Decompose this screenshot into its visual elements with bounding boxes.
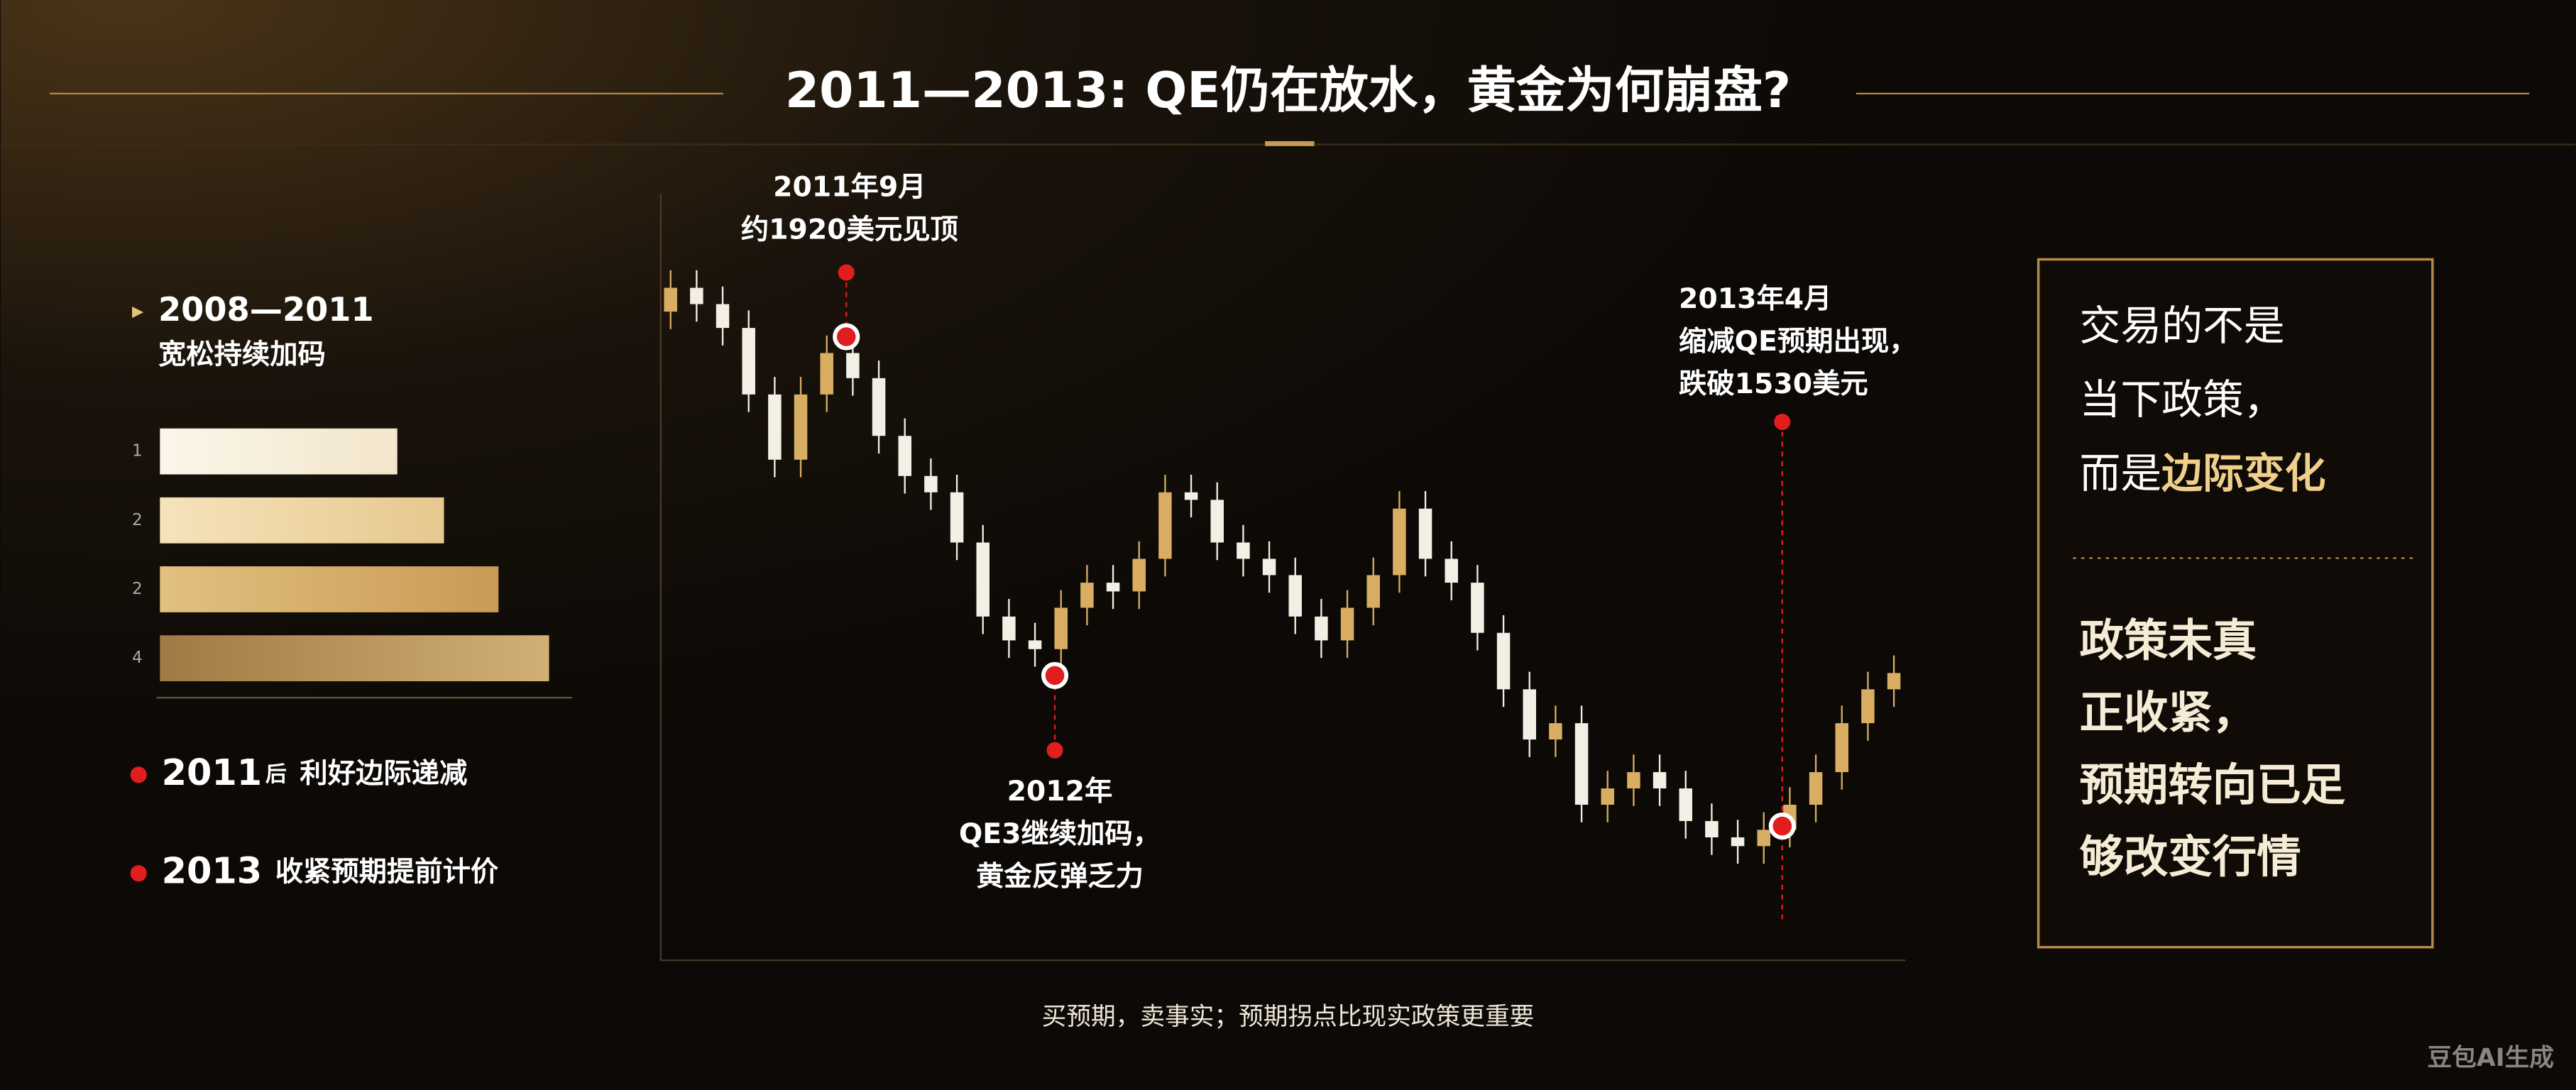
annotation-text: QE3继续加码， bbox=[959, 818, 1161, 850]
candle-body bbox=[950, 492, 964, 543]
box-text-plain: 而是 bbox=[2079, 449, 2161, 497]
bullet-dot bbox=[130, 865, 147, 882]
candle-body bbox=[664, 287, 677, 312]
candle-body bbox=[1757, 830, 1771, 847]
bullet-suffix: 后 bbox=[265, 761, 287, 786]
annotation-text: 黄金反弹乏力 bbox=[976, 860, 1144, 893]
candle-body bbox=[1887, 673, 1901, 690]
heading-arrow: ▸ bbox=[132, 297, 144, 324]
annotation-marker bbox=[1041, 661, 1069, 689]
bar bbox=[160, 497, 444, 544]
annotation-text: 约1920美元见顶 bbox=[741, 214, 958, 246]
candle-body bbox=[690, 287, 703, 304]
bar-label: 2 bbox=[132, 511, 143, 529]
candle-body bbox=[1601, 788, 1615, 805]
bullet-label: 利好边际递减 bbox=[300, 757, 467, 789]
annotation-text: 缩减QE预期出现， bbox=[1679, 326, 1917, 358]
candle-body bbox=[846, 353, 860, 378]
candle-body bbox=[872, 378, 886, 436]
candle-body bbox=[898, 436, 911, 476]
caption: 买预期，卖事实；预期拐点比现实政策更重要 bbox=[1042, 1003, 1535, 1031]
box-emphasis: 政策未真 bbox=[2079, 615, 2257, 666]
candle-body bbox=[1184, 492, 1198, 500]
candle-body bbox=[1574, 723, 1589, 805]
candle-body bbox=[1340, 607, 1354, 641]
candle-body bbox=[1731, 837, 1745, 847]
annotation-text: 2011年9月 bbox=[773, 172, 926, 204]
annotation-marker bbox=[1768, 812, 1796, 840]
left-subheading: 宽松持续加码 bbox=[158, 338, 326, 370]
bar bbox=[160, 566, 499, 612]
candle-body bbox=[1106, 583, 1120, 592]
candle-body bbox=[1262, 558, 1276, 576]
bullet-text: 2011 后利好边际递减 bbox=[162, 752, 468, 794]
candle-body bbox=[1549, 723, 1562, 740]
candle-body bbox=[1835, 723, 1849, 773]
candle-body bbox=[1523, 689, 1536, 740]
bar bbox=[160, 635, 549, 681]
bar-label: 1 bbox=[132, 442, 143, 461]
bullet-dot bbox=[130, 766, 147, 783]
bullet-text: 2013 收紧预期提前计价 bbox=[162, 851, 499, 893]
box-text-highlight: 边际变化 bbox=[2161, 449, 2325, 497]
title-notch bbox=[1265, 141, 1315, 146]
candle-body bbox=[1366, 575, 1380, 608]
candle-body bbox=[1809, 772, 1823, 805]
candle-body bbox=[1158, 492, 1172, 559]
bar bbox=[160, 428, 398, 475]
candle-body bbox=[1393, 508, 1406, 576]
box-text: 当下政策， bbox=[2079, 375, 2284, 424]
candle-body bbox=[976, 542, 990, 617]
candle-body bbox=[1496, 632, 1511, 690]
candle-body bbox=[1679, 788, 1693, 821]
candle-body bbox=[716, 304, 730, 329]
candle-body bbox=[1028, 640, 1042, 649]
candle-body bbox=[1705, 820, 1719, 837]
candle-body bbox=[1445, 558, 1458, 583]
annotation-dot bbox=[838, 264, 855, 281]
candle-body bbox=[820, 353, 833, 395]
bar-label: 2 bbox=[132, 580, 143, 598]
candle-body bbox=[1210, 500, 1224, 543]
bullet-label: 收紧预期提前计价 bbox=[275, 856, 499, 888]
box-emphasis: 够改变行情 bbox=[2079, 831, 2301, 883]
candle-body bbox=[742, 328, 755, 395]
candle-body bbox=[1471, 583, 1484, 633]
annotation-text: 2013年4月 bbox=[1679, 283, 1831, 315]
candle-body bbox=[1627, 772, 1640, 789]
candle-body bbox=[1054, 607, 1068, 649]
candle-body bbox=[1653, 772, 1667, 789]
box-emphasis: 预期转向已足 bbox=[2079, 759, 2345, 810]
title: 2011—2013: QE仍在放水，黄金为何崩盘? bbox=[785, 62, 1791, 119]
candle-body bbox=[1080, 583, 1094, 608]
candle-body bbox=[1237, 542, 1250, 559]
candle-body bbox=[1861, 689, 1875, 724]
box-text: 交易的不是 bbox=[2079, 302, 2284, 350]
bullet-year: 2011 bbox=[162, 752, 263, 794]
candle-body bbox=[768, 394, 782, 460]
bar-label: 4 bbox=[132, 649, 143, 667]
box-text: 而是边际变化 bbox=[2079, 449, 2325, 497]
box-emphasis: 正收紧， bbox=[2079, 687, 2257, 739]
candle-body bbox=[1132, 558, 1146, 592]
candle-body bbox=[1315, 616, 1328, 641]
annotation-marker bbox=[833, 323, 860, 351]
candle-body bbox=[1002, 616, 1016, 641]
annotation-dot bbox=[1046, 742, 1063, 759]
bullet-year: 2013 bbox=[162, 851, 263, 893]
candle-body bbox=[1288, 575, 1302, 617]
insight-box bbox=[2037, 258, 2434, 949]
annotation-text: 2012年 bbox=[1007, 776, 1113, 808]
watermark: 豆包AI生成 bbox=[2428, 1044, 2555, 1072]
candle-body bbox=[1418, 508, 1432, 559]
candle-body bbox=[794, 394, 808, 460]
candle-body bbox=[924, 475, 938, 492]
left-heading: 2008—2011 bbox=[158, 290, 374, 329]
annotation-dot bbox=[1774, 413, 1791, 431]
annotation-text: 跌破1530美元 bbox=[1679, 368, 1868, 400]
